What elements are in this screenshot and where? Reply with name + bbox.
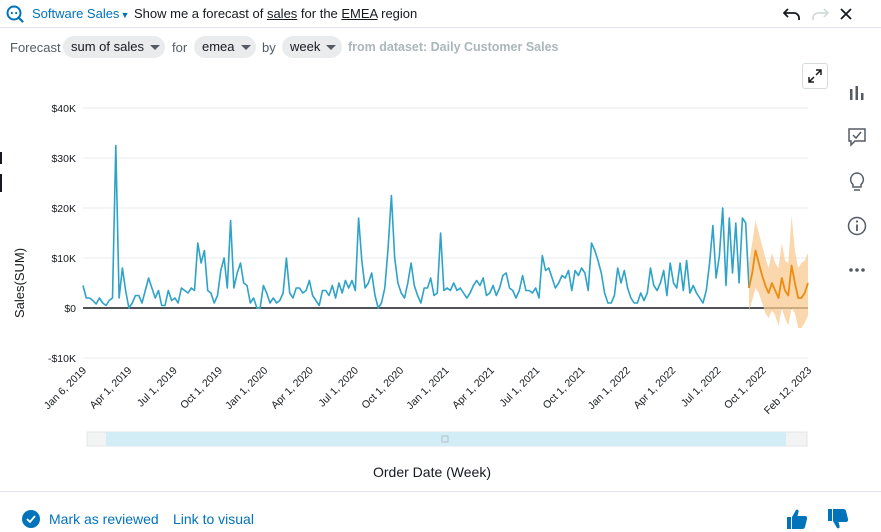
period-dropdown[interactable]: week (282, 36, 342, 58)
topic-caret-icon: ▼ (120, 10, 130, 20)
y-tick-label: $10K (51, 253, 76, 265)
x-tick-label: Jul 1, 2021 (497, 365, 542, 410)
x-tick-label: Jan 6, 2019 (42, 365, 89, 412)
change-visual-button[interactable] (845, 81, 869, 105)
x-tick-label: Oct 1, 2019 (178, 365, 225, 412)
actual-sales-line (82, 144, 750, 309)
period-value: week (290, 39, 321, 54)
expand-icon (808, 69, 822, 83)
forecast-confidence-band (749, 215, 808, 328)
thumbs-up-icon[interactable] (786, 508, 808, 530)
x-tick-label: Apr 1, 2021 (450, 365, 497, 412)
mark-as-reviewed-button[interactable]: Mark as reviewed (22, 510, 159, 528)
answer-footer: Mark as reviewed Link to visual (0, 491, 881, 532)
y-tick-label: -$10K (48, 353, 76, 365)
x-tick-label: Oct 1, 2022 (722, 365, 769, 412)
question-prefix: Show me a forecast of (134, 6, 267, 21)
for-label: for (172, 40, 188, 55)
forecast-filter-bar: Forecast sum of sales for emea by week f… (0, 36, 881, 58)
question-suffix: region (377, 6, 418, 21)
undo-icon (783, 8, 800, 20)
x-tick-label: Jan 1, 2021 (404, 365, 451, 412)
y-tick-label: $40K (51, 103, 76, 115)
chevron-down-icon (240, 45, 251, 51)
redo-button[interactable] (810, 4, 830, 24)
close-button[interactable] (836, 4, 856, 24)
forecast-line (748, 249, 809, 299)
undo-button[interactable] (782, 4, 802, 24)
chevron-down-icon (326, 45, 337, 51)
x-tick-label: Oct 1, 2020 (359, 365, 406, 412)
q-logo-icon (6, 5, 24, 23)
redo-icon (812, 8, 829, 20)
dataset-source: from dataset: Daily Customer Sales (348, 40, 559, 54)
x-tick-label: Jul 1, 2019 (135, 365, 180, 410)
mark-as-reviewed-label: Mark as reviewed (49, 511, 159, 527)
question-term-sales[interactable]: sales (266, 6, 298, 21)
more-icon (849, 268, 865, 272)
question-mid: for the (297, 6, 342, 21)
expand-visual-button[interactable] (802, 63, 828, 89)
forecast-line-chart: -$10K $0 $10K $20K $30K $40K Sales(SUM) Jan 6, … (12, 103, 814, 480)
thumbs-down-icon[interactable] (827, 508, 849, 530)
x-tick-label: Jul 1, 2020 (316, 365, 361, 410)
review-answer-button[interactable] (845, 125, 869, 149)
x-tick-label: Apr 1, 2020 (269, 365, 316, 412)
question-term-emea[interactable]: EMEA (341, 6, 378, 21)
y-tick-label: $0 (64, 303, 76, 315)
region-value: emea (202, 39, 235, 54)
check-circle-icon (22, 510, 40, 528)
close-icon (840, 8, 852, 20)
x-tick-label: Oct 1, 2021 (541, 365, 588, 412)
chevron-down-icon (149, 45, 160, 51)
topic-selector[interactable]: Software Sales▼ (32, 6, 129, 21)
q-header-bar: Software Sales▼ Show me a forecast of sa… (0, 0, 881, 28)
x-tick-label: Jan 1, 2020 (223, 365, 270, 412)
topic-label: Software Sales (32, 6, 120, 21)
left-edge-marker (0, 152, 2, 164)
y-axis-title: Sales(SUM) (12, 248, 27, 318)
review-check-icon (848, 128, 866, 147)
x-tick-label: Jul 1, 2022 (679, 365, 724, 410)
info-icon (847, 216, 867, 236)
insights-button[interactable] (845, 170, 869, 194)
x-axis-title: Order Date (Week) (373, 464, 491, 480)
more-options-button[interactable] (845, 258, 869, 282)
range-scrollbar-thumb (106, 432, 786, 446)
region-dropdown[interactable]: emea (194, 36, 256, 58)
forecast-label: Forecast (10, 40, 61, 55)
info-button[interactable] (845, 214, 869, 238)
lightbulb-icon (849, 172, 865, 191)
by-label: by (262, 40, 276, 55)
link-to-visual-link[interactable]: Link to visual (173, 511, 254, 527)
measure-dropdown[interactable]: sum of sales (63, 36, 165, 58)
bar-chart-icon (850, 86, 864, 100)
question-text[interactable]: Show me a forecast of sales for the EMEA… (134, 6, 417, 21)
x-tick-label: Apr 1, 2019 (88, 365, 135, 412)
left-edge-marker-2 (0, 174, 2, 192)
range-grip-icon (441, 435, 449, 443)
y-tick-label: $20K (51, 203, 76, 215)
measure-value: sum of sales (71, 39, 144, 54)
x-tick-label: Jan 1, 2022 (586, 365, 633, 412)
y-tick-label: $30K (51, 153, 76, 165)
x-tick-label: Apr 1, 2022 (631, 365, 678, 412)
x-tick-label: Feb 12, 2023 (762, 365, 814, 417)
